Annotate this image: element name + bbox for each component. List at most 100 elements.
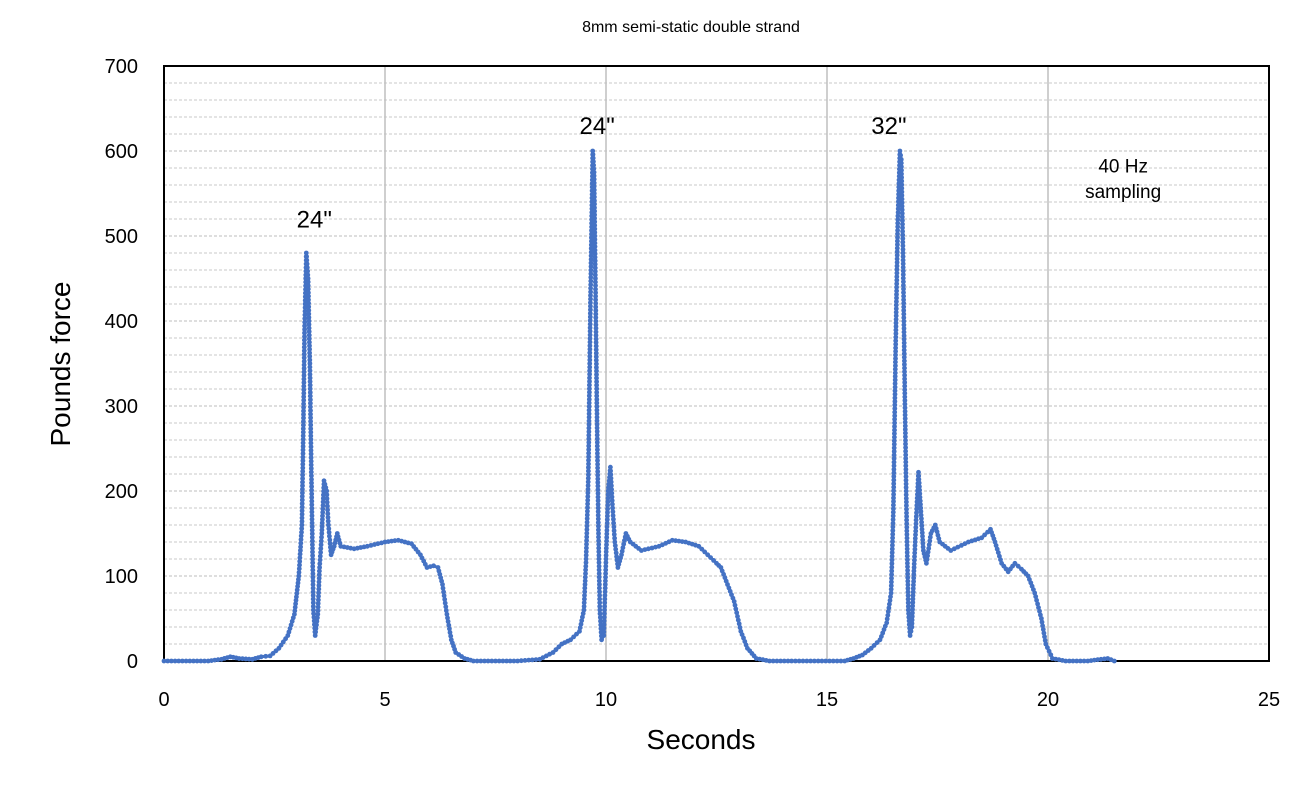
data-point bbox=[297, 551, 303, 557]
data-point bbox=[318, 542, 324, 548]
data-point bbox=[445, 615, 450, 621]
data-point bbox=[1037, 608, 1042, 614]
data-point bbox=[314, 622, 319, 628]
data-point bbox=[602, 604, 607, 609]
data-point bbox=[904, 546, 910, 552]
data-point bbox=[900, 247, 906, 252]
data-point bbox=[588, 300, 593, 306]
data-point bbox=[310, 593, 316, 598]
data-point bbox=[327, 537, 333, 543]
data-point bbox=[588, 260, 594, 266]
data-point bbox=[591, 166, 597, 172]
data-point bbox=[899, 214, 905, 220]
data-point bbox=[309, 524, 315, 529]
data-point bbox=[904, 510, 909, 516]
data-point bbox=[903, 492, 909, 498]
data-point bbox=[325, 507, 330, 513]
data-point bbox=[819, 658, 825, 664]
data-point bbox=[588, 253, 594, 259]
data-point bbox=[593, 293, 598, 299]
data-point bbox=[593, 322, 599, 328]
data-point bbox=[596, 574, 602, 580]
data-point bbox=[593, 290, 598, 296]
data-point bbox=[925, 549, 931, 555]
data-point bbox=[296, 566, 302, 572]
data-point bbox=[584, 512, 590, 518]
data-point bbox=[310, 538, 315, 544]
data-point bbox=[583, 560, 589, 565]
data-point bbox=[902, 376, 907, 382]
data-point bbox=[307, 382, 313, 388]
data-point bbox=[588, 249, 594, 255]
data-point bbox=[912, 550, 918, 556]
data-point bbox=[696, 543, 702, 549]
data-point bbox=[306, 336, 312, 342]
data-point bbox=[892, 427, 897, 433]
data-point bbox=[604, 531, 610, 537]
data-point bbox=[918, 512, 924, 518]
data-point bbox=[309, 520, 315, 526]
data-point bbox=[888, 583, 894, 589]
data-point bbox=[594, 429, 600, 434]
data-point bbox=[592, 219, 598, 225]
data-point bbox=[300, 426, 306, 432]
data-point bbox=[609, 487, 614, 492]
data-point bbox=[310, 553, 315, 558]
data-point bbox=[894, 267, 900, 272]
data-point bbox=[316, 575, 322, 581]
data-point bbox=[305, 286, 311, 292]
data-point bbox=[871, 643, 877, 648]
data-point bbox=[918, 502, 923, 507]
data-point bbox=[298, 544, 303, 550]
data-point bbox=[309, 531, 315, 537]
data-point bbox=[614, 554, 619, 559]
data-point bbox=[899, 164, 904, 170]
data-point bbox=[444, 611, 450, 617]
data-point bbox=[301, 366, 307, 371]
data-point bbox=[310, 574, 316, 580]
data-point bbox=[734, 610, 740, 616]
data-point bbox=[582, 589, 588, 595]
data-point bbox=[306, 304, 312, 310]
data-point bbox=[180, 658, 185, 664]
data-point bbox=[586, 461, 591, 467]
data-point bbox=[471, 658, 476, 664]
data-point bbox=[887, 601, 892, 607]
data-point bbox=[897, 148, 903, 154]
data-point bbox=[586, 440, 592, 445]
data-point bbox=[592, 230, 598, 235]
data-point bbox=[308, 411, 313, 417]
data-point bbox=[993, 543, 999, 548]
data-point bbox=[892, 377, 898, 383]
data-point bbox=[904, 514, 909, 519]
data-point bbox=[592, 240, 598, 246]
data-point bbox=[591, 173, 597, 179]
data-point bbox=[327, 541, 333, 546]
data-point bbox=[263, 653, 269, 659]
data-point bbox=[584, 523, 590, 529]
data-point bbox=[317, 557, 323, 563]
data-point bbox=[609, 498, 615, 503]
data-point bbox=[1074, 658, 1080, 664]
data-point bbox=[306, 293, 311, 299]
data-point bbox=[903, 467, 909, 472]
data-point bbox=[900, 254, 906, 259]
data-point bbox=[308, 433, 314, 439]
data-point bbox=[894, 260, 900, 265]
data-point bbox=[914, 510, 919, 516]
data-point bbox=[585, 483, 591, 488]
data-point bbox=[310, 600, 316, 606]
data-point bbox=[785, 658, 791, 664]
data-point bbox=[301, 380, 307, 385]
data-point bbox=[895, 220, 901, 226]
data-point bbox=[903, 448, 908, 454]
data-point bbox=[594, 379, 599, 385]
data-point bbox=[903, 477, 909, 483]
data-point bbox=[902, 390, 908, 396]
data-point bbox=[907, 633, 913, 638]
data-point bbox=[916, 473, 922, 479]
data-point bbox=[493, 658, 498, 664]
data-point bbox=[1040, 623, 1045, 629]
data-point bbox=[609, 490, 615, 496]
data-point bbox=[898, 157, 904, 162]
